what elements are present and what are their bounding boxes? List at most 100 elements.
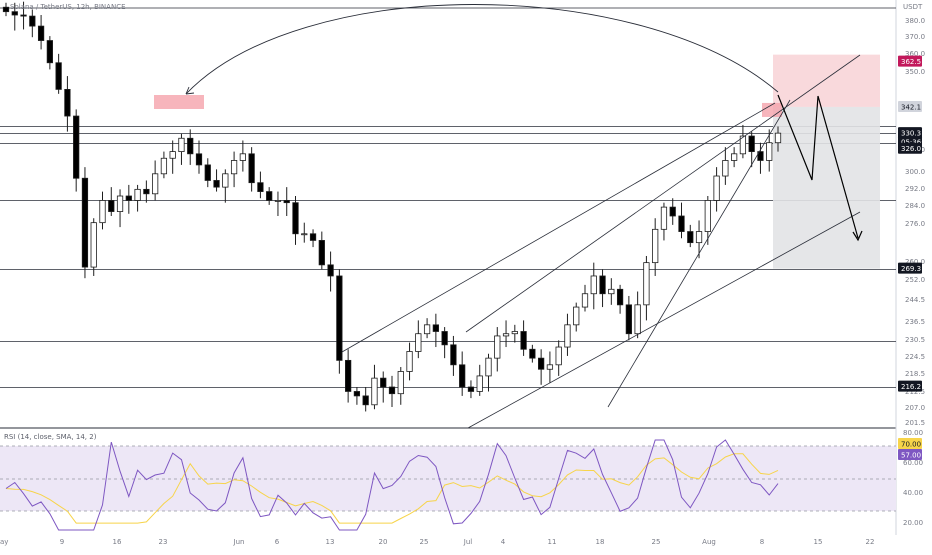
candle[interactable]: [134, 184, 141, 212]
candle[interactable]: [90, 218, 97, 276]
take-profit-zone[interactable]: [773, 106, 880, 269]
candle[interactable]: [274, 191, 282, 216]
candle[interactable]: [704, 196, 711, 245]
candle[interactable]: [774, 126, 782, 152]
candle[interactable]: [678, 202, 685, 239]
candle[interactable]: [669, 198, 676, 225]
candle[interactable]: [695, 220, 703, 259]
candle[interactable]: [415, 320, 422, 359]
candle[interactable]: [660, 202, 668, 241]
candle[interactable]: [20, 1, 27, 30]
projection-path[interactable]: [777, 94, 859, 239]
candle[interactable]: [11, 2, 18, 31]
candle[interactable]: [213, 169, 220, 192]
candle[interactable]: [257, 171, 264, 199]
candle[interactable]: [441, 327, 448, 359]
candle[interactable]: [687, 224, 694, 248]
candle[interactable]: [731, 147, 738, 168]
candle[interactable]: [108, 187, 115, 216]
candle[interactable]: [116, 189, 124, 228]
candle[interactable]: [739, 124, 747, 159]
candle[interactable]: [195, 140, 203, 174]
candle[interactable]: [652, 218, 659, 276]
candle[interactable]: [538, 349, 545, 385]
candle[interactable]: [99, 191, 106, 230]
candle[interactable]: [450, 335, 457, 376]
candle[interactable]: [371, 364, 378, 410]
candle[interactable]: [388, 375, 396, 408]
candle[interactable]: [564, 313, 571, 356]
candle[interactable]: [476, 364, 483, 396]
candle[interactable]: [2, 2, 10, 17]
candle[interactable]: [55, 53, 62, 94]
candle[interactable]: [230, 151, 238, 188]
candle[interactable]: [292, 196, 299, 245]
candle[interactable]: [722, 147, 729, 185]
candle[interactable]: [345, 349, 352, 403]
channel-upper-line[interactable]: [341, 102, 776, 353]
candle[interactable]: [380, 371, 387, 403]
prior-high-highlight-box[interactable]: [154, 95, 204, 109]
candle[interactable]: [204, 158, 211, 188]
candle[interactable]: [573, 302, 580, 332]
candle[interactable]: [520, 320, 527, 356]
candle[interactable]: [46, 36, 53, 70]
candle[interactable]: [283, 187, 290, 216]
wedge-upper-line[interactable]: [465, 54, 861, 333]
candle[interactable]: [266, 187, 273, 205]
candle[interactable]: [362, 387, 369, 412]
stop-loss-zone[interactable]: [773, 54, 880, 107]
candle[interactable]: [608, 278, 615, 305]
candle[interactable]: [336, 269, 343, 374]
candle[interactable]: [467, 380, 475, 399]
candle[interactable]: [748, 131, 755, 168]
channel-lower-line[interactable]: [467, 211, 861, 429]
candle[interactable]: [494, 327, 501, 372]
candle[interactable]: [301, 222, 308, 243]
candle[interactable]: [239, 140, 246, 172]
candle[interactable]: [432, 313, 439, 348]
candle[interactable]: [459, 351, 466, 396]
candle[interactable]: [248, 147, 255, 192]
candle[interactable]: [581, 284, 589, 312]
candle[interactable]: [187, 129, 194, 165]
candle[interactable]: [625, 295, 632, 341]
candle[interactable]: [502, 320, 510, 348]
candle[interactable]: [757, 142, 764, 174]
candle[interactable]: [406, 342, 413, 381]
candle[interactable]: [160, 151, 168, 179]
wedge-lower-line[interactable]: [607, 99, 791, 408]
candle[interactable]: [81, 167, 89, 279]
candle[interactable]: [169, 140, 176, 174]
candle[interactable]: [353, 387, 361, 405]
candle[interactable]: [397, 367, 404, 405]
candle[interactable]: [546, 351, 554, 383]
candle[interactable]: [327, 251, 334, 292]
candle[interactable]: [73, 109, 80, 192]
candle[interactable]: [634, 291, 641, 339]
candle[interactable]: [529, 344, 536, 363]
candle[interactable]: [766, 129, 773, 172]
candle[interactable]: [152, 160, 159, 201]
candle[interactable]: [64, 76, 71, 132]
candle[interactable]: [511, 324, 518, 343]
candle[interactable]: [555, 340, 562, 376]
candle[interactable]: [37, 14, 45, 50]
candle[interactable]: [29, 9, 36, 38]
candle[interactable]: [590, 262, 597, 310]
candle[interactable]: [309, 229, 317, 248]
candle[interactable]: [423, 318, 431, 339]
candle[interactable]: [485, 353, 492, 392]
candle[interactable]: [318, 231, 325, 270]
candle[interactable]: [143, 180, 150, 203]
candle[interactable]: [178, 133, 185, 165]
candle[interactable]: [713, 167, 720, 212]
arc-projection[interactable]: [185, 4, 779, 95]
candle[interactable]: [616, 284, 624, 314]
candle[interactable]: [222, 169, 229, 203]
candle[interactable]: [643, 255, 650, 321]
candle[interactable]: [599, 269, 606, 308]
candle[interactable]: [125, 184, 132, 214]
